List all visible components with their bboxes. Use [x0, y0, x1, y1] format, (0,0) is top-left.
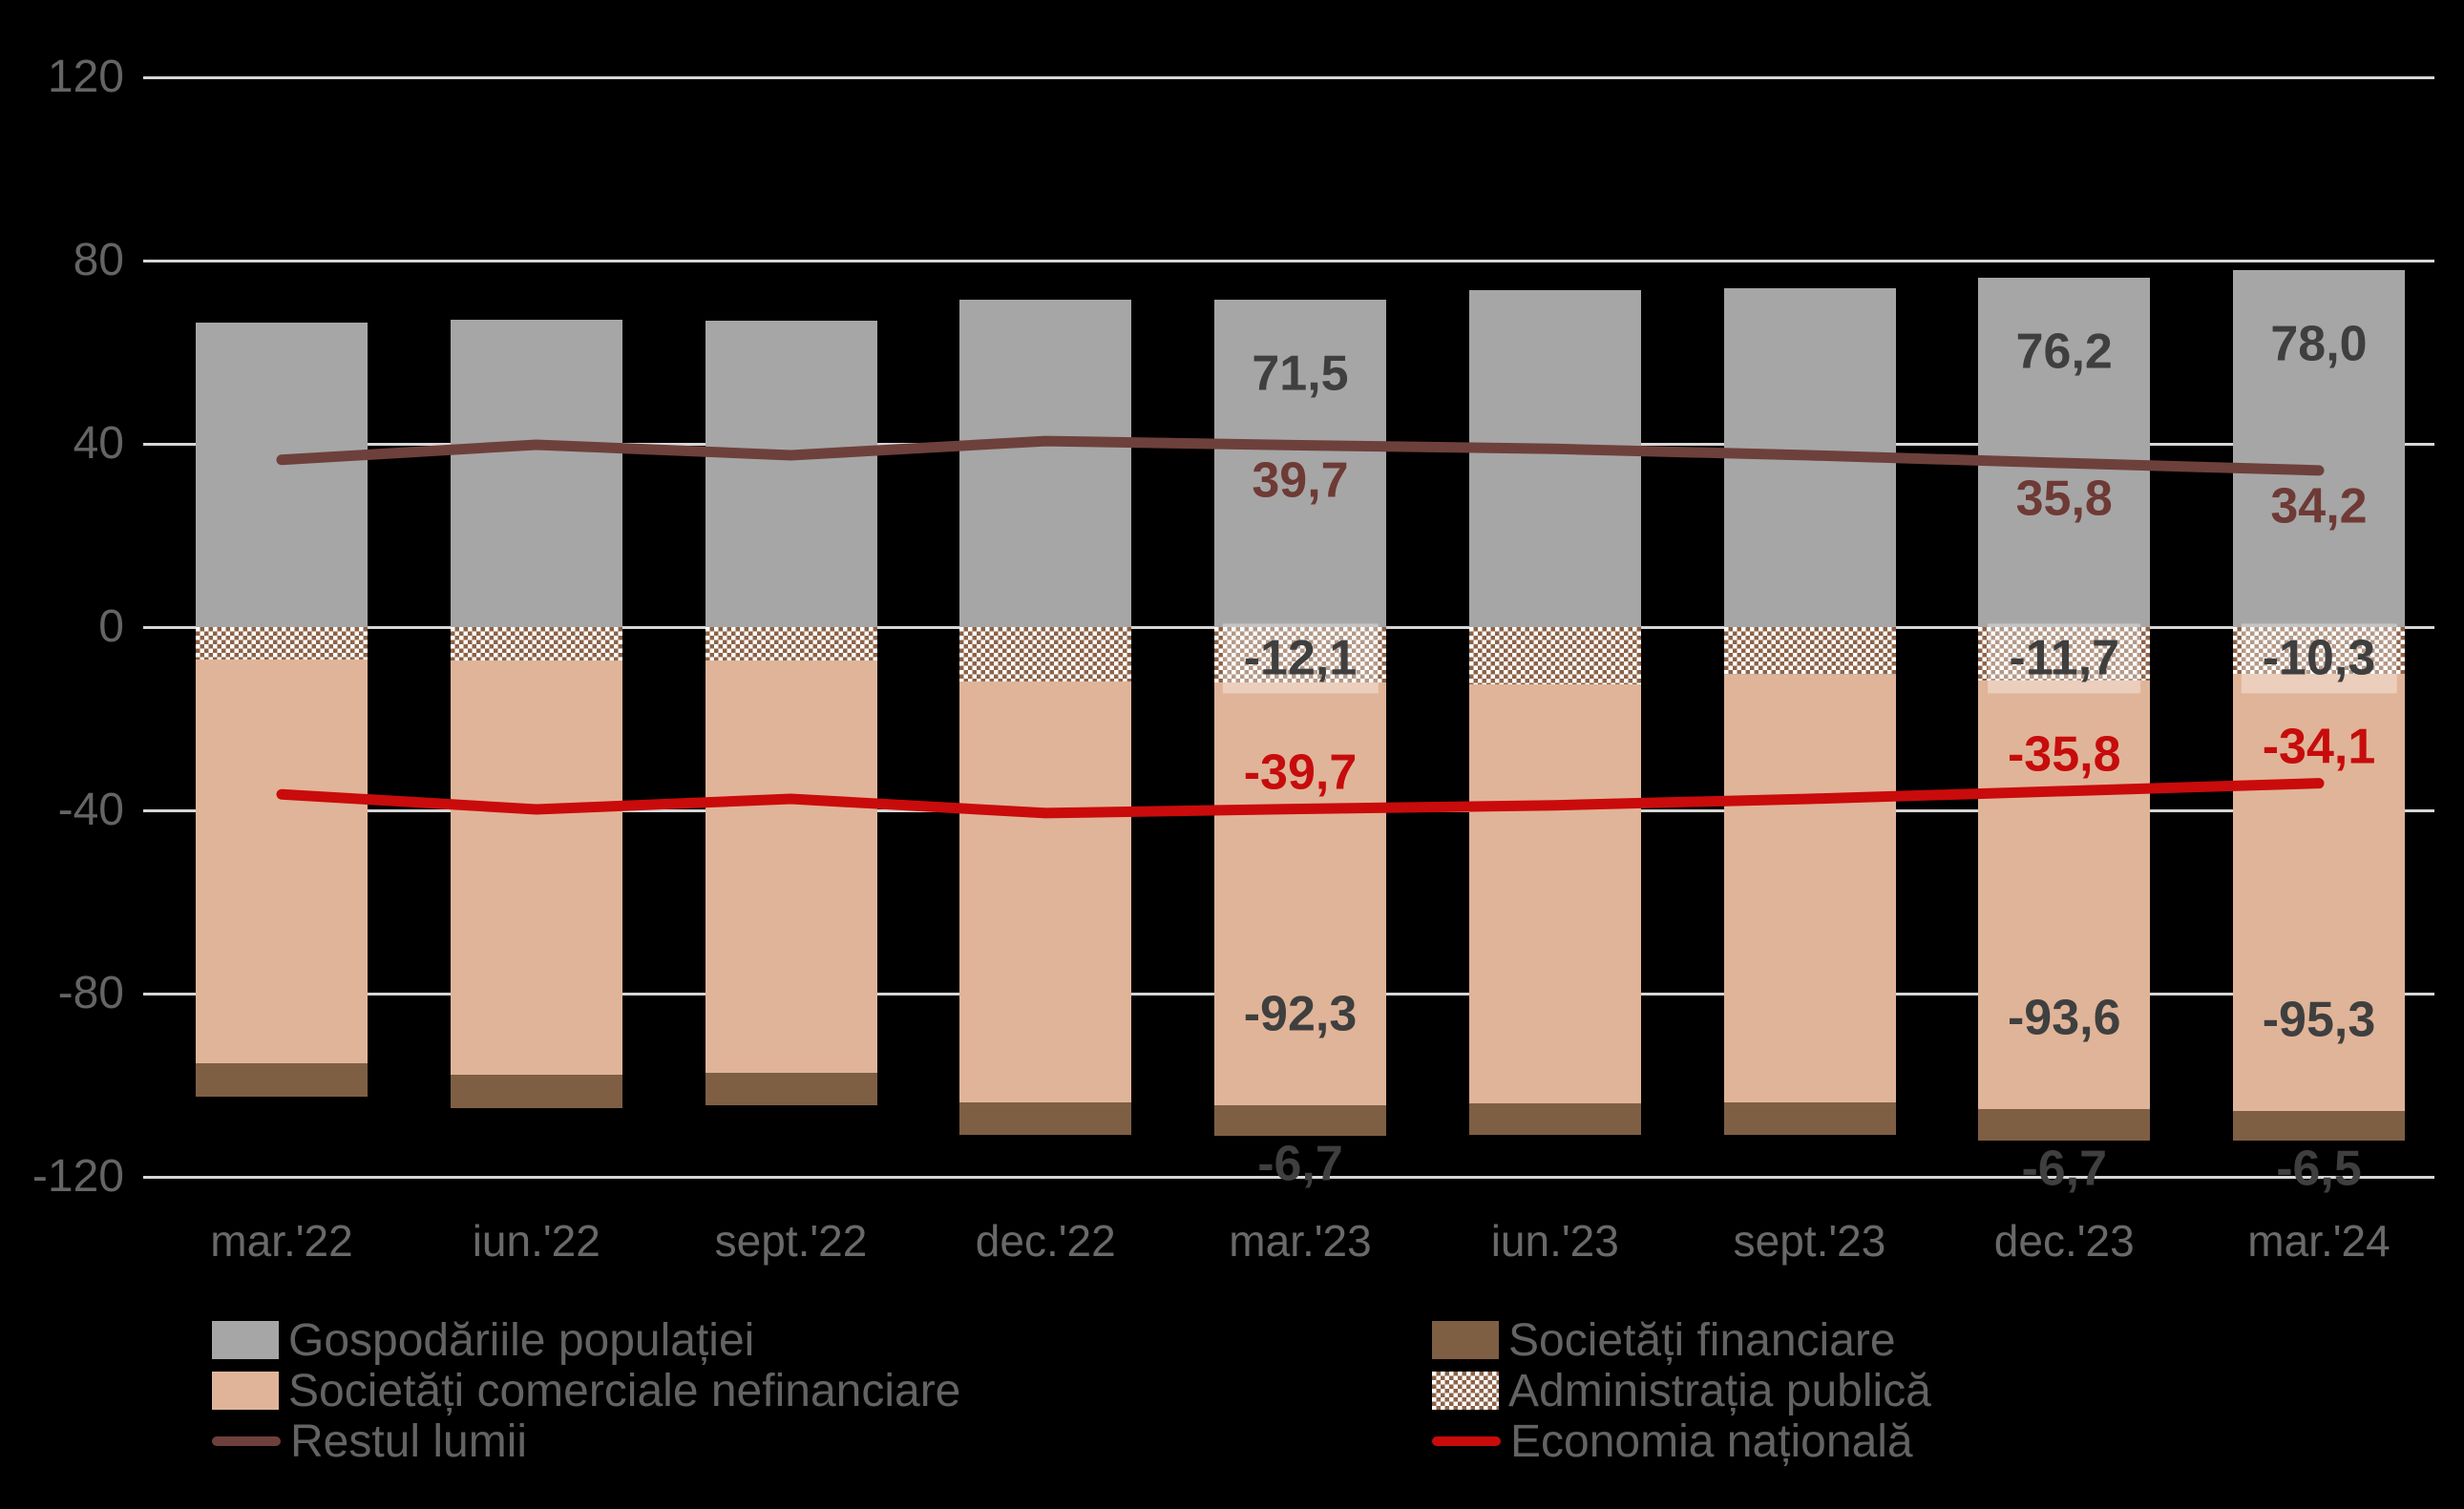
legend-label-households: Gospodăriile populației [288, 1314, 755, 1366]
data-label-public-admin: -10,3 [2241, 623, 2397, 694]
bar-segment-public-admin [1468, 627, 1641, 684]
y-axis-tick-label: 120 [47, 52, 124, 102]
bar-segment-households [450, 320, 622, 627]
bar-segment-financial [450, 1075, 622, 1108]
bar-segment-public-admin [1978, 627, 2151, 681]
bar-segment-public-admin [1214, 627, 1386, 683]
bar-segment-financial [1978, 1109, 2151, 1141]
gridline-y-80 [143, 259, 2434, 262]
data-label-rest-of-world: 35,8 [2015, 471, 2113, 527]
legend-item-national-economy: Economia națională [1432, 1413, 1913, 1470]
legend-line-swatch-rest-of-world [212, 1436, 281, 1446]
data-label-public-admin: -11,7 [1988, 623, 2141, 694]
legend-swatch-financial [1432, 1321, 1499, 1359]
bar-segment-households [1723, 287, 1896, 627]
legend-label-rest-of-world: Restul lumii [290, 1415, 528, 1467]
legend-item-rest-of-world: Restul lumii [212, 1413, 527, 1470]
x-axis-label-2: iun.'22 [472, 1216, 600, 1266]
bar-segment-financial [196, 1063, 368, 1097]
legend-line-swatch-national-economy [1432, 1436, 1501, 1446]
bar-segment-public-admin [705, 627, 877, 661]
y-axis-tick-label: -40 [57, 785, 124, 835]
y-axis-tick-label: 80 [73, 235, 124, 285]
bar-segment-financial [959, 1101, 1132, 1135]
data-label-nonfinancial: -95,3 [2262, 992, 2376, 1048]
data-label-rest-of-world: 39,7 [1252, 452, 1349, 509]
legend-item-public-admin: Administrația publică [1432, 1362, 1931, 1419]
bar-segment-households [1468, 290, 1641, 627]
legend-item-nonfinancial: Societăți comerciale nefinanciare [212, 1362, 960, 1419]
x-axis-label-8: dec.'23 [1993, 1216, 2135, 1266]
bar-segment-nonfinancial [450, 660, 622, 1076]
data-label-households: 78,0 [2270, 316, 2368, 371]
data-label-households: 76,2 [2015, 324, 2113, 380]
legend-item-financial: Societăți financiare [1432, 1311, 1896, 1369]
bar-segment-nonfinancial [196, 659, 368, 1064]
data-label-rest-of-world: 34,2 [2270, 478, 2368, 534]
bar-segment-nonfinancial [1468, 684, 1641, 1104]
legend-label-nonfinancial: Societăți comerciale nefinanciare [288, 1365, 961, 1416]
data-label-nonfinancial: -93,6 [2007, 990, 2121, 1046]
data-label-national-economy: -39,7 [1243, 744, 1358, 800]
y-axis-tick-label: 0 [98, 601, 124, 652]
legend-label-public-admin: Administrația publică [1508, 1365, 1931, 1416]
x-axis-label-5: mar.'23 [1229, 1216, 1372, 1266]
data-label-nonfinancial: -92,3 [1243, 986, 1358, 1042]
bar-segment-financial [1723, 1102, 1896, 1136]
gridline-y-120 [143, 75, 2434, 79]
x-axis-label-6: iun.'23 [1490, 1216, 1619, 1266]
bar-segment-public-admin [196, 627, 368, 660]
data-label-households: 71,5 [1252, 346, 1349, 402]
bar-segment-nonfinancial [1723, 674, 1896, 1103]
x-axis-label-3: sept.'22 [714, 1216, 868, 1266]
bar-segment-nonfinancial [1978, 681, 2151, 1110]
data-label-public-admin: -12,1 [1222, 623, 1379, 694]
bar-segment-nonfinancial [2233, 674, 2405, 1111]
bar-segment-financial [2233, 1110, 2405, 1142]
x-axis-label-4: dec.'22 [975, 1216, 1116, 1266]
bar-segment-public-admin [450, 627, 622, 660]
y-axis-tick-label: 40 [73, 418, 124, 469]
x-axis-label-1: mar.'22 [210, 1216, 353, 1266]
bar-segment-public-admin [1723, 627, 1896, 675]
bar-segment-households [196, 323, 368, 627]
bar-segment-households [959, 299, 1132, 627]
gridline-y--120 [143, 1175, 2434, 1179]
bar-segment-nonfinancial [1214, 682, 1386, 1106]
bar-segment-financial [1214, 1105, 1386, 1137]
legend-swatch-public-admin [1432, 1372, 1499, 1410]
data-label-financial: -6,7 [2021, 1141, 2108, 1196]
bar-segment-nonfinancial [959, 681, 1132, 1102]
data-label-financial: -6,5 [2276, 1141, 2362, 1197]
bar-segment-financial [1468, 1103, 1641, 1136]
y-axis-tick-label: -120 [32, 1151, 124, 1202]
legend-label-financial: Societăți financiare [1508, 1314, 1896, 1366]
bar-segment-financial [705, 1072, 877, 1105]
legend-item-households: Gospodăriile populației [212, 1311, 754, 1369]
legend-swatch-nonfinancial [212, 1372, 279, 1410]
data-label-national-economy: -34,1 [2262, 719, 2376, 775]
legend-label-national-economy: Economia națională [1510, 1415, 1913, 1467]
x-axis-label-7: sept.'23 [1733, 1216, 1886, 1266]
data-label-financial: -6,7 [1257, 1136, 1343, 1192]
y-axis-tick-label: -80 [57, 968, 124, 1018]
bar-segment-public-admin [959, 627, 1132, 681]
x-axis-label-9: mar.'24 [2247, 1216, 2390, 1266]
bar-segment-public-admin [2233, 627, 2405, 675]
data-label-national-economy: -35,8 [2007, 726, 2121, 783]
bar-segment-households [705, 321, 877, 627]
legend-swatch-households [212, 1321, 279, 1359]
bar-segment-nonfinancial [705, 660, 877, 1073]
